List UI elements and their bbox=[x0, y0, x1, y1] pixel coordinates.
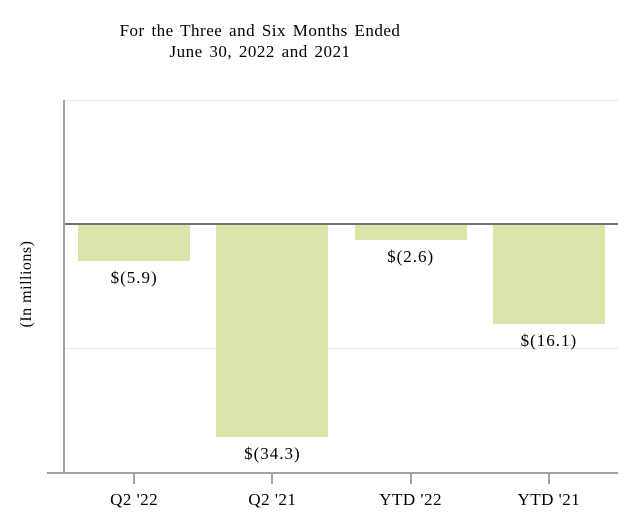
x-axis-labels: Q2 '22 Q2 '21 YTD '22 YTD '21 bbox=[65, 490, 618, 516]
x-tick bbox=[547, 474, 550, 484]
chart-title: For the Three and Six Months Ended June … bbox=[0, 20, 520, 62]
chart-title-line-1: For the Three and Six Months Ended bbox=[119, 21, 401, 40]
x-axis-label: Q2 '22 bbox=[110, 490, 159, 509]
bar-value-label: $(16.1) bbox=[520, 330, 578, 350]
y-axis-label: (In millions) bbox=[18, 240, 35, 328]
x-axis-label: YTD '21 bbox=[517, 490, 581, 509]
gridline bbox=[65, 99, 618, 101]
gridline bbox=[65, 347, 618, 349]
zero-line bbox=[65, 223, 618, 225]
bar-value-label: $(2.6) bbox=[387, 247, 435, 267]
bar bbox=[492, 224, 605, 324]
bar-value-label: $(5.9) bbox=[110, 267, 158, 287]
bar bbox=[354, 224, 467, 241]
bar-value-label: $(34.3) bbox=[244, 443, 301, 463]
bar bbox=[216, 224, 329, 437]
chart-title-line-2: June 30, 2022 and 2021 bbox=[169, 42, 351, 61]
x-tick bbox=[133, 474, 136, 484]
x-axis-left-extension bbox=[47, 472, 64, 474]
x-axis-label: Q2 '21 bbox=[248, 490, 297, 509]
x-axis-label: YTD '22 bbox=[379, 490, 442, 509]
x-tick bbox=[271, 474, 274, 484]
bar bbox=[78, 224, 191, 261]
plot-area: $(5.9) $(34.3) $(2.6) $(16.1) bbox=[63, 99, 618, 484]
x-tick bbox=[409, 474, 412, 484]
